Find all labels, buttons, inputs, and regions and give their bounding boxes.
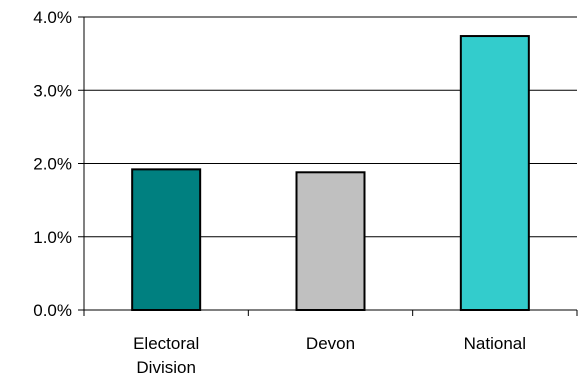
category-label-line: Division [136,358,196,377]
y-tick-label: 1.0% [33,228,72,247]
category-label: Devon [306,334,355,353]
y-tick-labels: 0.0% 1.0% 2.0% 3.0% 4.0% [33,8,72,320]
y-tick-label: 3.0% [33,81,72,100]
y-tick-label: 0.0% [33,301,72,320]
category-label-line: Devon [306,334,355,353]
bars [131,35,530,311]
bar-national [459,35,530,311]
bar-electoral-division [131,168,202,311]
y-tick-label: 4.0% [33,8,72,27]
y-tick-label: 2.0% [33,155,72,174]
category-labels: Electoral Division Devon National [133,334,526,377]
category-label: National [464,334,526,353]
category-label: Electoral Division [133,334,199,377]
axes [78,16,578,316]
category-label-line: Electoral [133,334,199,353]
bar-devon [295,171,366,311]
category-label-line: National [464,334,526,353]
